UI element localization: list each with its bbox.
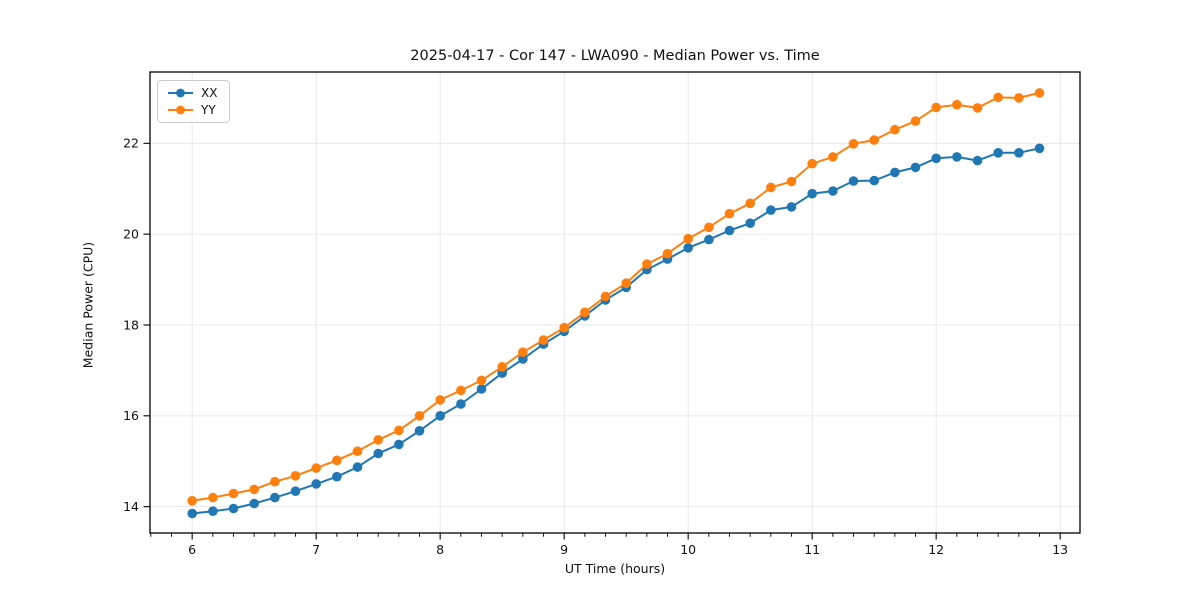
svg-text:13: 13 [1052, 542, 1068, 557]
svg-text:16: 16 [123, 408, 139, 423]
series-YY [187, 88, 1045, 506]
legend-line-marker-icon [168, 88, 193, 98]
axes-spines [149, 71, 1081, 534]
svg-text:20: 20 [123, 226, 139, 241]
svg-text:12: 12 [928, 542, 944, 557]
svg-text:14: 14 [123, 499, 139, 514]
svg-text:6: 6 [188, 542, 196, 557]
x-major-ticks: 6 7 8 9 10 11 12 13 [188, 533, 1068, 557]
y-major-ticks: 14 16 18 20 22 [123, 136, 150, 514]
legend-item-xx: XX [167, 86, 217, 100]
svg-text:9: 9 [560, 542, 568, 557]
y-axis-label-text: Median Power (CPU) [80, 241, 96, 369]
svg-text:10: 10 [680, 542, 696, 557]
grid [150, 72, 1080, 533]
svg-text:18: 18 [123, 317, 139, 332]
svg-text:22: 22 [123, 136, 139, 151]
legend-label: XX [201, 86, 218, 100]
legend-item-yy: YY [167, 103, 217, 117]
legend-line-marker-icon [168, 105, 193, 115]
svg-text:11: 11 [804, 542, 820, 557]
legend-label: YY [201, 103, 216, 117]
x-axis-label: UT Time (hours) [564, 561, 666, 576]
svg-text:8: 8 [436, 542, 444, 557]
chart-title: 2025-04-17 - Cor 147 - LWA090 - Median P… [410, 48, 820, 64]
svg-text:7: 7 [312, 542, 320, 557]
legend: XX YY [157, 80, 231, 123]
